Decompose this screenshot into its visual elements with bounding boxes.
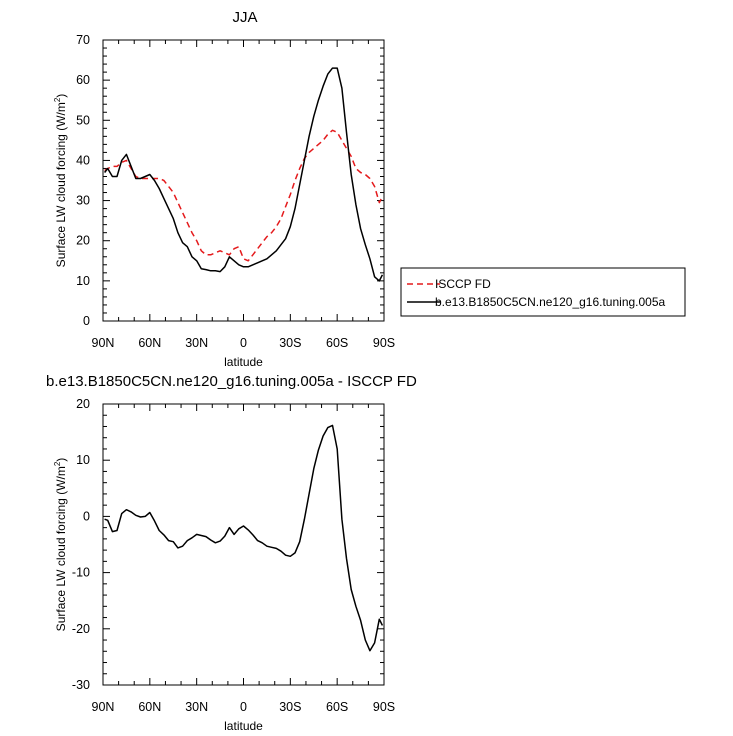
y-tick-label: 20 — [76, 234, 90, 248]
legend-box — [400, 267, 686, 317]
x-tick-label: 90S — [373, 336, 395, 350]
y-tick-label: -30 — [72, 678, 90, 692]
y-axis-label: Surface LW cloud forcing (W/m2) — [53, 458, 68, 632]
y-tick-label: -20 — [72, 622, 90, 636]
y-tick-label: 60 — [76, 73, 90, 87]
y-tick-label: 20 — [76, 397, 90, 411]
legend: ISCCP FD b.e13.B1850C5CN.ne120_g16.tuning… — [400, 267, 686, 317]
x-tick-label: 30S — [279, 336, 301, 350]
x-tick-label: 90S — [373, 700, 395, 714]
x-tick-label: 60N — [138, 700, 161, 714]
y-tick-label: 40 — [76, 153, 90, 167]
x-axis-label: latitude — [224, 719, 263, 733]
x-tick-label: 30N — [185, 700, 208, 714]
plot-frame — [102, 39, 385, 322]
chart-title: JJA — [232, 9, 257, 26]
x-tick-label: 60S — [326, 700, 348, 714]
series-line-2 — [104, 67, 384, 282]
y-tick-label: 10 — [76, 274, 90, 288]
chart-panel-1: JJA 90N 60N 30N 0 30S 60S 90S 0 10 20 30 40 50 60 70 lat… — [53, 9, 686, 369]
y-axis-label-end: ) — [54, 94, 68, 98]
y-tick-label: 30 — [76, 194, 90, 208]
x-tick-label: 60N — [138, 336, 161, 350]
y-axis-label-sup: 2 — [53, 461, 62, 466]
series-line-1 — [104, 424, 384, 652]
x-tick-label: 0 — [240, 336, 247, 350]
y-tick-label: 0 — [83, 509, 90, 523]
x-tick-label: 30N — [185, 336, 208, 350]
x-tick-label: 60S — [326, 336, 348, 350]
chart-panel-2: b.e13.B1850C5CN.ne120_g16.tuning.005a - … — [46, 373, 417, 733]
y-tick-label: 10 — [76, 453, 90, 467]
legend-label-2: b.e13.B1850C5CN.ne120_g16.tuning.005a — [435, 295, 666, 309]
x-tick-label: 90N — [92, 336, 115, 350]
y-tick-label: 50 — [76, 113, 90, 127]
y-axis-label-end: ) — [54, 458, 68, 462]
legend-label-1: ISCCP FD — [435, 277, 491, 291]
x-tick-label: 90N — [92, 700, 115, 714]
chart-title: b.e13.B1850C5CN.ne120_g16.tuning.005a - … — [46, 373, 417, 390]
y-axis-label-sup: 2 — [53, 97, 62, 102]
x-tick-label: 30S — [279, 700, 301, 714]
y-axis-label-text: Surface LW cloud forcing (W/m — [54, 466, 68, 631]
x-axis-label: latitude — [224, 355, 263, 369]
y-axis-label-text: Surface LW cloud forcing (W/m — [54, 102, 68, 267]
y-axis-label: Surface LW cloud forcing (W/m2) — [53, 94, 68, 268]
y-tick-label: 70 — [76, 33, 90, 47]
x-tick-label: 0 — [240, 700, 247, 714]
y-tick-label: -10 — [72, 566, 90, 580]
plot-frame — [102, 403, 385, 686]
series-line-1 — [104, 129, 384, 262]
y-tick-label: 0 — [83, 314, 90, 328]
